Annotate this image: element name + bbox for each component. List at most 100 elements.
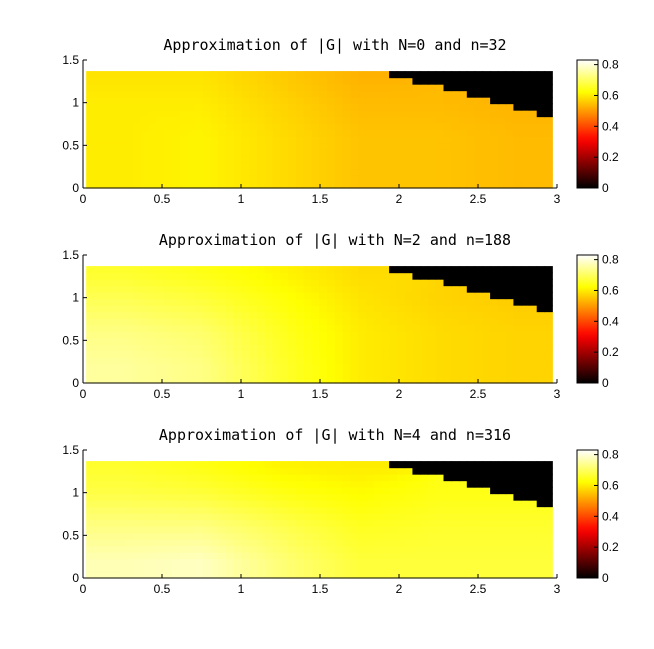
heatmap-cell: [420, 84, 429, 92]
heatmap-cell: [171, 311, 180, 319]
heatmap-cell: [412, 266, 421, 274]
heatmap-cell: [365, 123, 375, 131]
heatmap-cell: [326, 461, 336, 469]
heatmap-cell: [474, 461, 483, 469]
heatmap-cell: [544, 266, 553, 274]
heatmap-cell: [365, 103, 375, 111]
heatmap-cell: [264, 493, 274, 501]
heatmap-cell: [288, 142, 297, 150]
heatmap-cell: [373, 149, 382, 157]
chart-title: Approximation of |G| with N=2 and n=188: [159, 231, 511, 249]
heatmap-cell: [272, 84, 281, 92]
heatmap-cell: [466, 266, 476, 274]
heatmap-cell: [125, 552, 134, 560]
heatmap-cell: [249, 500, 258, 508]
heatmap-cell: [210, 168, 219, 176]
heatmap-cell: [202, 480, 212, 488]
heatmap-cell: [389, 461, 398, 469]
heatmap-cell: [342, 565, 351, 573]
heatmap-cell: [466, 168, 476, 176]
heatmap-cell: [86, 116, 95, 124]
heatmap-cell: [241, 467, 250, 475]
heatmap-cell: [249, 506, 258, 514]
heatmap-cell: [420, 298, 429, 306]
heatmap-cell: [427, 285, 437, 293]
heatmap-cell: [295, 467, 305, 475]
heatmap-cell: [474, 363, 483, 371]
heatmap-cell: [125, 532, 134, 540]
heatmap-cell: [125, 149, 134, 157]
heatmap-cell: [218, 285, 227, 293]
heatmap-cell: [396, 487, 406, 495]
heatmap-cell: [264, 149, 274, 157]
heatmap-cell: [459, 539, 468, 547]
heatmap-cell: [396, 155, 406, 163]
heatmap-cell: [381, 77, 390, 85]
heatmap-cell: [536, 500, 546, 508]
heatmap-cell: [156, 181, 165, 189]
heatmap-cell: [482, 558, 491, 566]
heatmap-cell: [109, 77, 118, 85]
heatmap-cell: [420, 77, 429, 85]
heatmap-cell: [505, 266, 515, 274]
heatmap-cell: [443, 103, 452, 111]
heatmap-cell: [544, 311, 553, 319]
heatmap-cell: [288, 493, 297, 501]
heatmap-cell: [156, 90, 165, 98]
heatmap-cell: [117, 266, 126, 274]
heatmap-cell: [272, 532, 281, 540]
heatmap-cell: [280, 493, 289, 501]
heatmap-cell: [117, 513, 126, 521]
heatmap-cell: [117, 181, 126, 189]
heatmap-cell: [342, 266, 351, 274]
heatmap-cell: [303, 175, 313, 183]
heatmap-cell: [257, 357, 266, 365]
heatmap-cell: [117, 571, 126, 579]
heatmap-cell: [365, 344, 375, 352]
heatmap-cell: [319, 565, 328, 573]
heatmap-cell: [218, 487, 227, 495]
heatmap-cell: [101, 532, 111, 540]
heatmap-cell: [303, 344, 313, 352]
heatmap-cell: [451, 363, 460, 371]
heatmap-cell: [295, 103, 305, 111]
heatmap-cell: [93, 506, 103, 514]
heatmap-cell: [497, 77, 507, 85]
heatmap-cell: [505, 77, 515, 85]
heatmap-cell: [396, 279, 406, 287]
heatmap-cell: [528, 526, 538, 534]
heatmap-cell: [342, 181, 351, 189]
heatmap-cell: [474, 337, 483, 345]
heatmap-cell: [125, 539, 134, 547]
heatmap-cell: [334, 558, 344, 566]
heatmap-cell: [536, 493, 546, 501]
heatmap-cell: [497, 565, 507, 573]
heatmap-cell: [257, 90, 266, 98]
x-tick-label: 1.5: [312, 387, 329, 401]
heatmap-cell: [412, 474, 421, 482]
heatmap-cell: [280, 97, 289, 105]
heatmap-cell: [225, 305, 235, 313]
heatmap-cell: [218, 558, 227, 566]
heatmap-cell: [358, 565, 367, 573]
heatmap-cell: [233, 331, 243, 339]
heatmap-cell: [241, 175, 250, 183]
heatmap-cell: [334, 571, 344, 579]
heatmap-cell: [148, 474, 157, 482]
heatmap-cell: [427, 370, 437, 378]
heatmap-cell: [505, 474, 515, 482]
heatmap-cell: [93, 175, 103, 183]
heatmap-cell: [482, 519, 491, 527]
heatmap-cell: [218, 103, 227, 111]
heatmap-cell: [272, 103, 281, 111]
heatmap-cell: [435, 565, 445, 573]
heatmap-cell: [109, 285, 118, 293]
heatmap-cell: [544, 90, 553, 98]
heatmap-cell: [474, 279, 483, 287]
heatmap-cell: [513, 155, 522, 163]
heatmap-cell: [474, 474, 483, 482]
heatmap-cell: [420, 129, 429, 137]
heatmap-cell: [295, 513, 305, 521]
heatmap-cell: [420, 324, 429, 332]
heatmap-cell: [497, 123, 507, 131]
